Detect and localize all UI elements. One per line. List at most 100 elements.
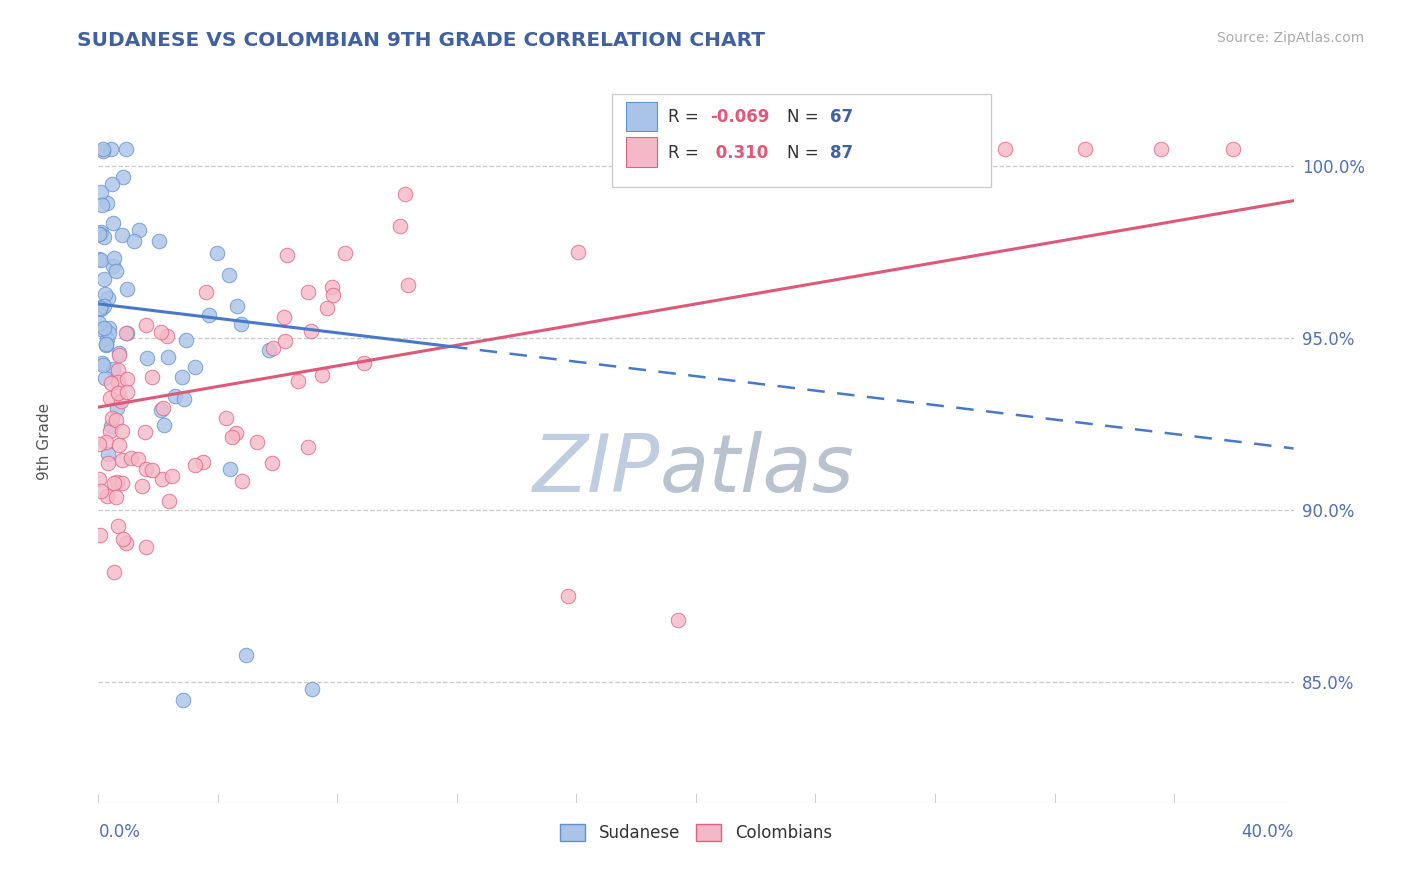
Point bbox=[1073, 142, 1095, 156]
Point bbox=[105, 413, 128, 427]
Point bbox=[287, 374, 309, 388]
Point bbox=[96, 447, 118, 461]
Point bbox=[90, 356, 112, 370]
Point bbox=[127, 451, 149, 466]
Point bbox=[141, 370, 163, 384]
Point bbox=[93, 230, 115, 244]
Point bbox=[207, 245, 229, 260]
Text: 67: 67 bbox=[830, 108, 852, 126]
Point bbox=[90, 321, 112, 335]
Point bbox=[353, 356, 375, 370]
Point bbox=[105, 264, 128, 278]
Point bbox=[711, 142, 734, 156]
Point bbox=[163, 389, 186, 403]
Text: R =: R = bbox=[668, 144, 704, 161]
Point bbox=[111, 476, 134, 491]
Point bbox=[614, 142, 637, 156]
Point bbox=[886, 142, 908, 156]
Text: N =: N = bbox=[787, 108, 824, 126]
Point bbox=[156, 329, 179, 343]
Text: -0.069: -0.069 bbox=[710, 108, 769, 126]
Text: 0.310: 0.310 bbox=[710, 144, 768, 161]
Point bbox=[115, 326, 138, 340]
Point bbox=[111, 425, 134, 439]
Point bbox=[112, 532, 135, 546]
Point bbox=[174, 333, 197, 347]
Point bbox=[105, 401, 128, 415]
Point bbox=[93, 299, 115, 313]
Point bbox=[193, 455, 215, 469]
Point bbox=[152, 401, 174, 415]
Point bbox=[98, 326, 121, 340]
Point bbox=[94, 435, 117, 450]
Point bbox=[262, 341, 284, 355]
Point bbox=[115, 372, 138, 386]
Point bbox=[100, 419, 122, 434]
Point bbox=[612, 142, 634, 156]
Point bbox=[96, 338, 118, 352]
Point bbox=[108, 348, 131, 362]
Point bbox=[98, 321, 121, 335]
Point bbox=[141, 463, 163, 477]
Text: 40.0%: 40.0% bbox=[1241, 823, 1294, 841]
Point bbox=[170, 370, 193, 384]
Point bbox=[89, 227, 111, 242]
Point bbox=[111, 169, 134, 184]
Point bbox=[89, 227, 111, 241]
Point bbox=[184, 360, 207, 375]
Point bbox=[231, 474, 253, 488]
Point bbox=[389, 219, 412, 233]
Point bbox=[131, 479, 153, 493]
Point bbox=[1150, 142, 1173, 156]
Point bbox=[321, 280, 343, 294]
Point bbox=[91, 198, 114, 212]
Point bbox=[225, 425, 247, 440]
Point bbox=[91, 145, 114, 159]
Point bbox=[94, 336, 117, 351]
Point bbox=[153, 417, 176, 432]
Point bbox=[128, 223, 150, 237]
Point bbox=[100, 376, 122, 390]
Point bbox=[103, 217, 125, 231]
Text: atlas: atlas bbox=[661, 432, 855, 509]
Point bbox=[115, 536, 138, 550]
Point bbox=[650, 142, 672, 156]
Point bbox=[91, 358, 114, 372]
Point bbox=[101, 259, 124, 273]
Point bbox=[162, 468, 184, 483]
Point bbox=[994, 142, 1017, 156]
Point bbox=[90, 483, 112, 498]
Point bbox=[219, 462, 242, 476]
Point bbox=[135, 318, 157, 332]
Point bbox=[322, 287, 344, 301]
Point bbox=[94, 370, 117, 384]
Point bbox=[315, 301, 337, 315]
Point bbox=[90, 253, 112, 268]
Point bbox=[135, 462, 157, 476]
Point bbox=[194, 285, 217, 299]
Point bbox=[87, 316, 110, 330]
Point bbox=[101, 410, 124, 425]
Text: 9th Grade: 9th Grade bbox=[37, 403, 52, 480]
Text: 87: 87 bbox=[830, 144, 852, 161]
Point bbox=[98, 391, 121, 405]
Point bbox=[111, 228, 134, 243]
Point bbox=[100, 177, 122, 191]
Point bbox=[107, 386, 129, 401]
Point bbox=[96, 333, 118, 347]
Point bbox=[148, 235, 170, 249]
Point bbox=[120, 451, 142, 466]
Point bbox=[921, 142, 943, 156]
Point bbox=[89, 527, 111, 541]
Point bbox=[198, 308, 221, 322]
Point bbox=[149, 403, 172, 417]
Point bbox=[98, 424, 121, 438]
Point bbox=[110, 394, 132, 409]
Point bbox=[567, 245, 589, 260]
Point bbox=[103, 476, 125, 491]
Point bbox=[103, 565, 125, 579]
Point bbox=[103, 252, 125, 266]
Point bbox=[93, 271, 115, 285]
Point bbox=[89, 252, 111, 267]
Text: Source: ZipAtlas.com: Source: ZipAtlas.com bbox=[1216, 31, 1364, 45]
